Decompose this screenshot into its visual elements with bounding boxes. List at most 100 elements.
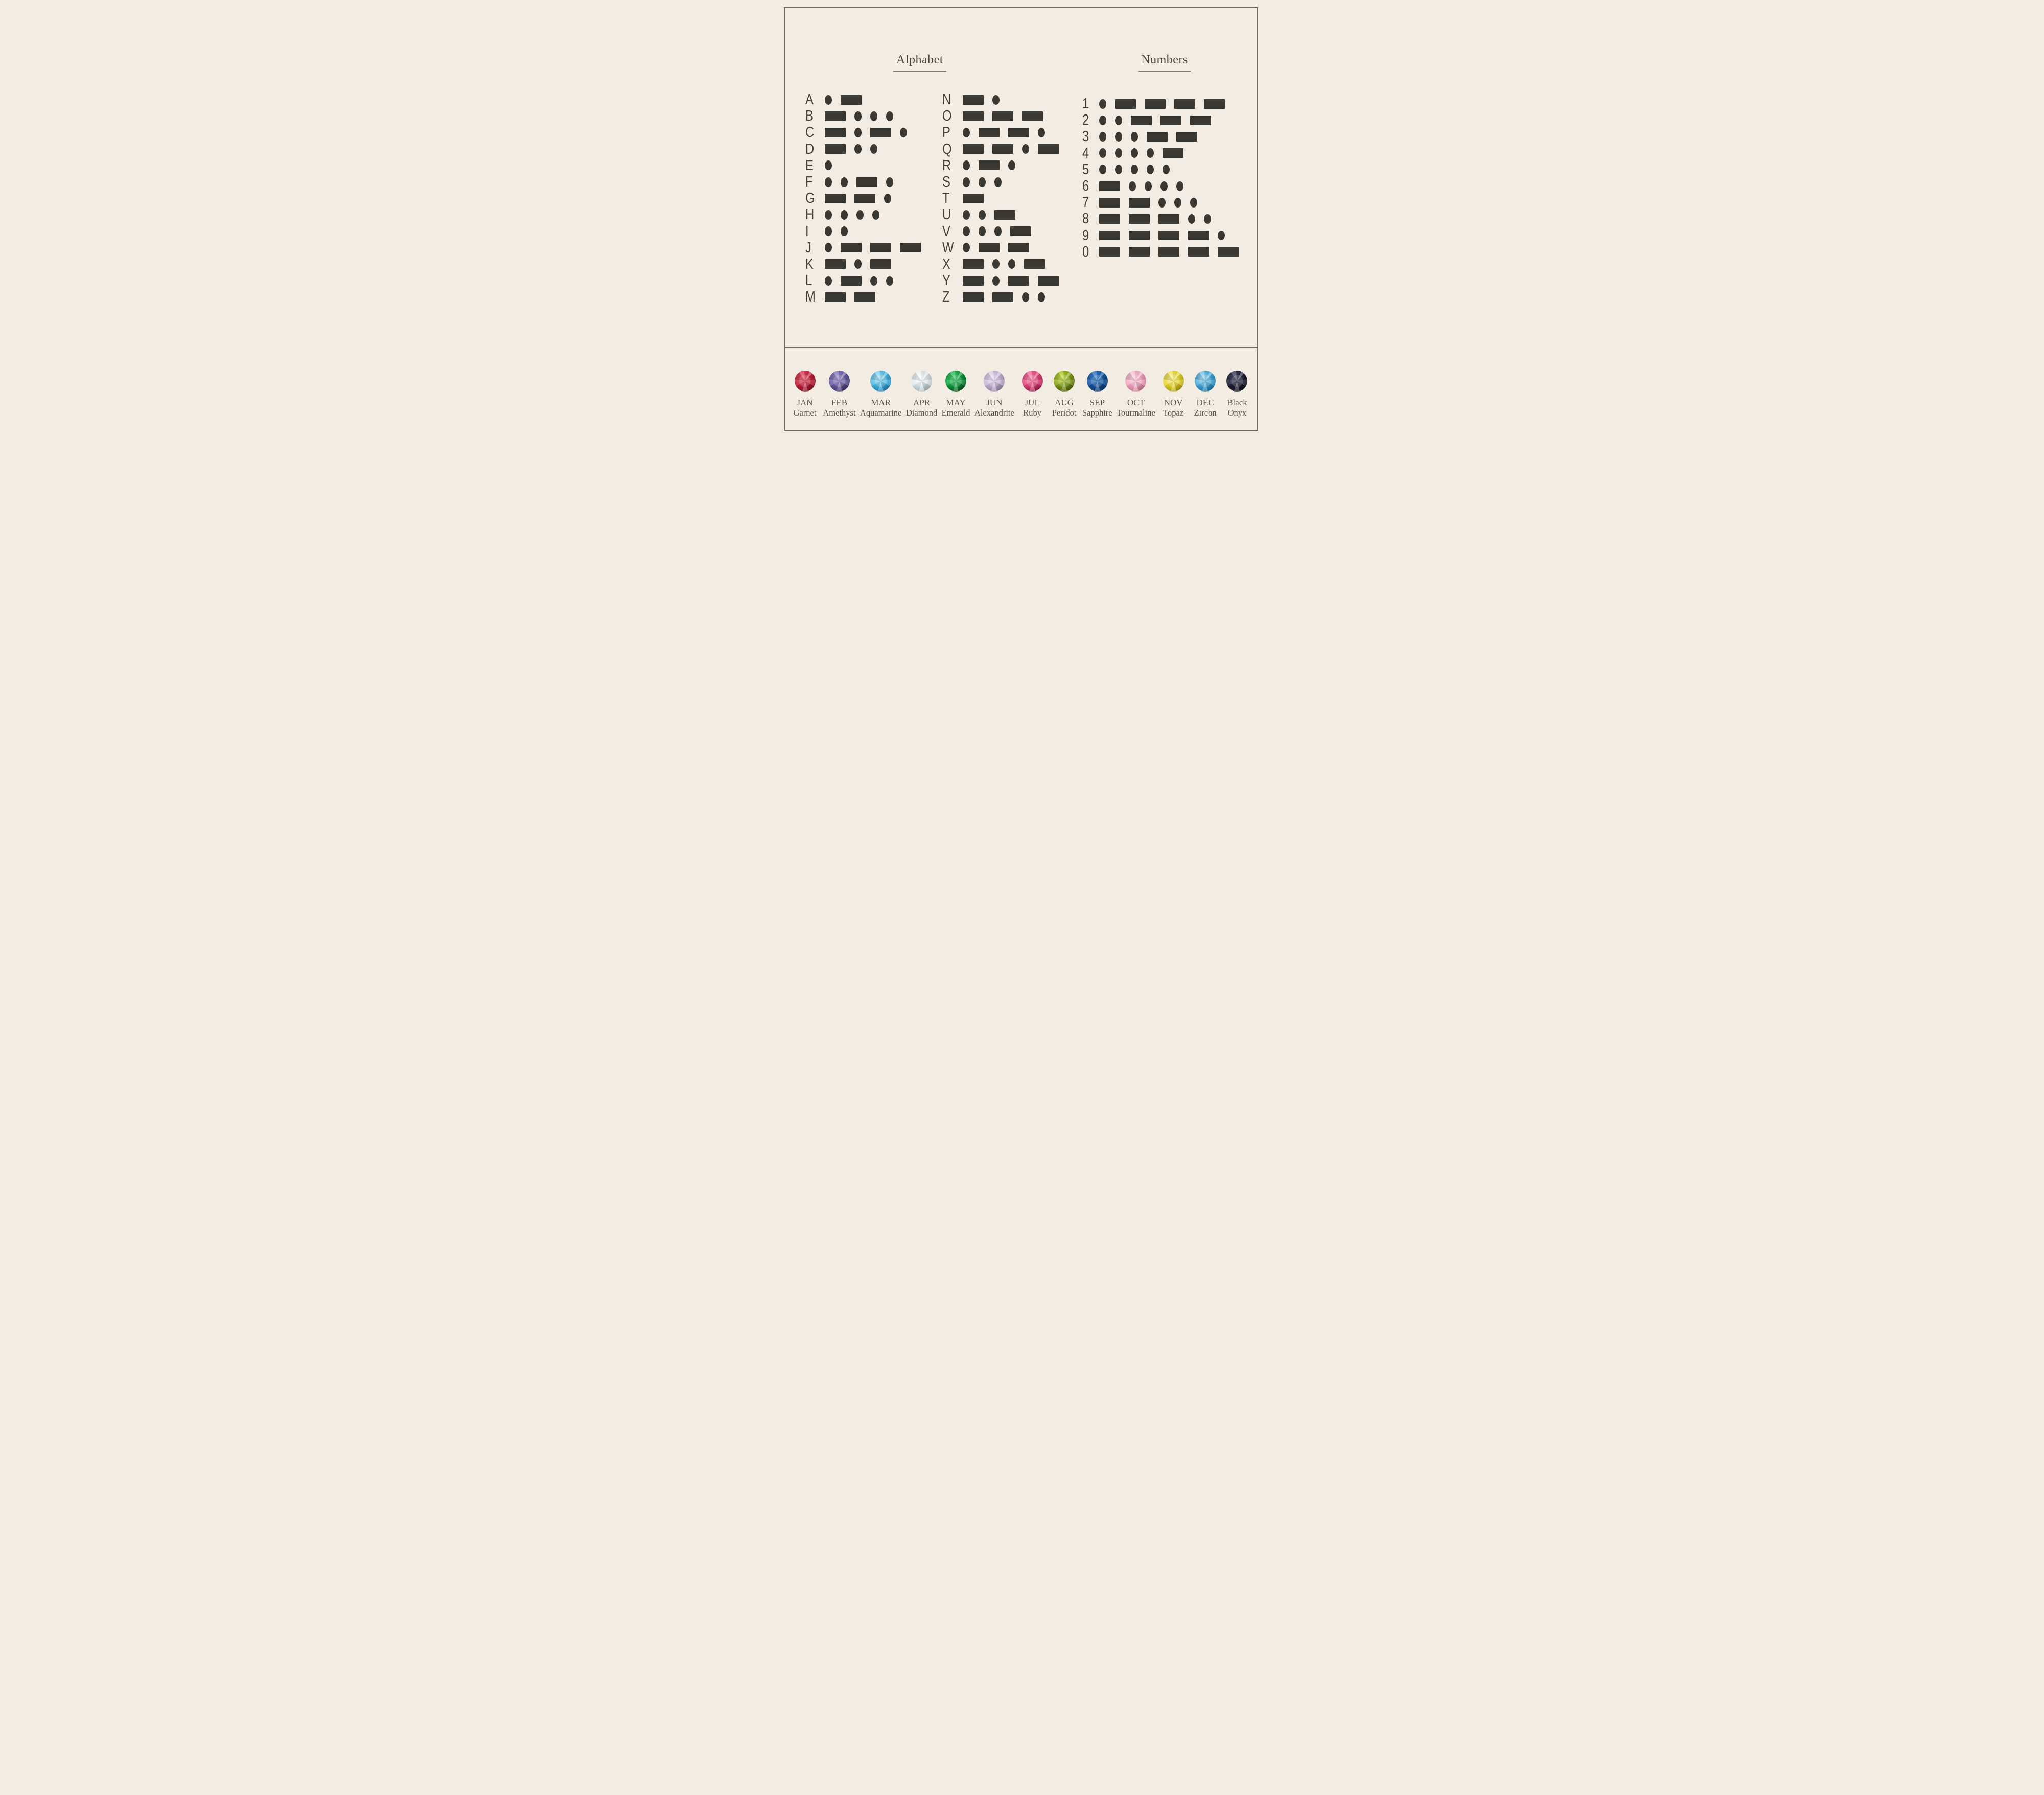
dash-icon <box>1160 115 1181 125</box>
morse-character-label: W <box>942 239 954 256</box>
morse-row-z: Z <box>942 289 1059 305</box>
morse-row-8: 8 <box>1082 211 1239 227</box>
morse-code-sequence <box>825 259 891 269</box>
dot-icon <box>1115 115 1122 125</box>
gem-facet <box>1026 375 1038 387</box>
gem-item-jan: JAN Garnet <box>791 371 819 418</box>
gem-stone-label: Emerald <box>941 408 970 418</box>
morse-code-sequence <box>963 210 1015 220</box>
dash-icon <box>825 127 846 137</box>
dot-icon <box>1176 181 1183 191</box>
dash-icon <box>825 259 846 269</box>
morse-character-label: 5 <box>1082 161 1089 178</box>
morse-code-sequence <box>825 177 893 187</box>
morse-character-label: 6 <box>1082 178 1089 195</box>
morse-row-9: 9 <box>1082 227 1239 244</box>
morse-row-o: O <box>942 108 1059 124</box>
gem-month-label: OCT <box>1127 398 1145 407</box>
gem-peridot-icon <box>1054 371 1075 392</box>
gem-month-label: FEB <box>831 398 848 407</box>
gem-facet <box>1231 375 1243 387</box>
dash-icon <box>1099 231 1120 241</box>
morse-character-label: Y <box>942 272 950 289</box>
morse-code-sequence <box>1099 231 1225 241</box>
gem-stone-label: Onyx <box>1227 408 1247 418</box>
dash-icon <box>979 243 1000 253</box>
morse-character-label: D <box>805 141 815 157</box>
morse-code-sequence <box>963 193 984 203</box>
dash-icon <box>1163 148 1183 158</box>
gem-stone-label: Sapphire <box>1082 408 1112 418</box>
morse-row-h: H <box>805 206 921 223</box>
morse-code-sequence <box>1099 247 1239 257</box>
dash-icon <box>1010 226 1031 237</box>
dash-icon <box>825 144 846 154</box>
dash-icon <box>963 292 984 302</box>
dot-icon <box>825 226 832 237</box>
dash-icon <box>1008 275 1029 286</box>
morse-row-s: S <box>942 174 1059 190</box>
morse-character-label: A <box>805 91 814 108</box>
morse-character-label: 9 <box>1082 227 1089 244</box>
morse-row-x: X <box>942 256 1059 272</box>
morse-code-sequence <box>825 210 879 220</box>
dot-icon <box>1022 292 1029 302</box>
morse-row-j: J <box>805 240 921 256</box>
gem-garnet-icon <box>794 371 816 392</box>
dash-icon <box>1176 131 1197 142</box>
dot-icon <box>886 177 893 187</box>
dot-icon <box>1218 231 1225 241</box>
morse-code-sequence <box>825 292 875 302</box>
gem-facet <box>1199 375 1212 387</box>
morse-row-0: 0 <box>1082 244 1239 260</box>
morse-row-b: B <box>805 108 921 124</box>
gem-month-label: JUN <box>986 398 1003 407</box>
gem-month-label: Black <box>1227 398 1247 407</box>
dot-icon <box>1190 197 1197 208</box>
dash-icon <box>992 144 1013 154</box>
dash-icon <box>841 95 862 105</box>
dash-icon <box>825 193 846 203</box>
dash-icon <box>1129 214 1150 224</box>
morse-code-sequence <box>963 292 1045 302</box>
dash-icon <box>870 127 891 137</box>
morse-character-label: 8 <box>1082 211 1089 227</box>
dash-icon <box>963 275 984 286</box>
dot-icon <box>1158 197 1166 208</box>
gem-facet <box>988 375 1001 387</box>
gem-item-oct: OCT Tourmaline <box>1117 371 1155 418</box>
dot-icon <box>994 177 1002 187</box>
dash-icon <box>1188 231 1209 241</box>
dash-icon <box>1158 214 1179 224</box>
morse-row-r: R <box>942 157 1059 174</box>
morse-code-sequence <box>1099 214 1211 224</box>
morse-code-sequence <box>963 95 1000 105</box>
dot-icon <box>1131 131 1138 142</box>
morse-code-sequence <box>825 160 832 171</box>
morse-character-label: M <box>805 289 816 306</box>
dash-icon <box>1099 197 1120 208</box>
gem-facet <box>833 375 845 387</box>
dot-icon <box>1022 144 1029 154</box>
gem-item-dec: DEC Zircon <box>1192 371 1219 418</box>
morse-character-label: L <box>805 272 812 289</box>
dot-icon <box>963 160 970 171</box>
gem-item-black: Black Onyx <box>1223 371 1251 418</box>
dash-icon <box>1024 259 1045 269</box>
morse-code-sequence <box>1099 115 1211 125</box>
morse-code-sequence <box>963 259 1045 269</box>
morse-row-i: I <box>805 223 921 240</box>
morse-row-t: T <box>942 190 1059 206</box>
morse-row-p: P <box>942 124 1059 141</box>
dot-icon <box>900 127 907 137</box>
dash-icon <box>870 259 891 269</box>
morse-row-6: 6 <box>1082 178 1239 194</box>
morse-character-label: H <box>805 206 815 223</box>
morse-row-3: 3 <box>1082 128 1239 145</box>
dash-icon <box>1099 247 1120 257</box>
dot-icon <box>886 111 893 121</box>
gem-sapphire-icon <box>1086 371 1108 392</box>
